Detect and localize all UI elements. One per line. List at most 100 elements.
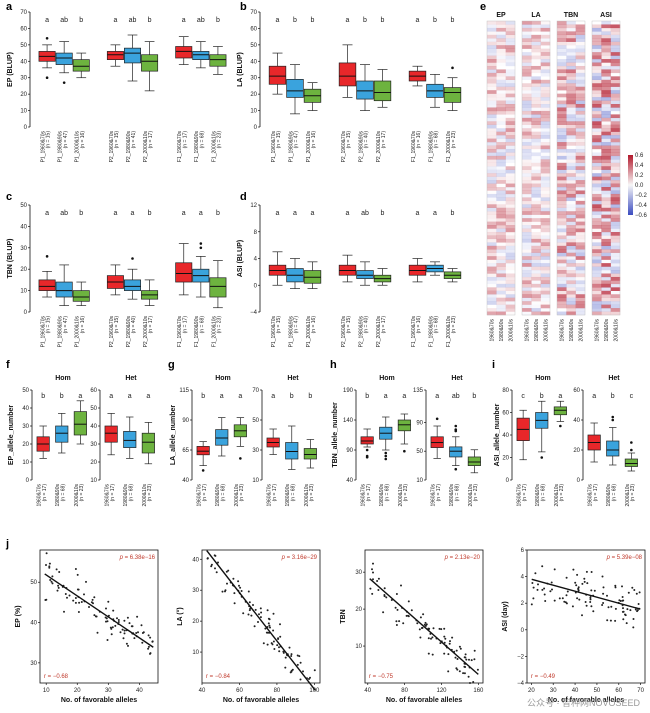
heatmap-cell [496, 45, 506, 49]
heatmap-cell [540, 104, 551, 108]
y-tick-label: 40 [30, 621, 37, 627]
heatmap-cell [566, 93, 576, 98]
y-tick-label: 30 [20, 76, 27, 82]
y-axis-title: TBN [340, 609, 347, 623]
heatmap-cell [566, 72, 576, 77]
scatter-point [458, 670, 461, 673]
heatmap-cell [576, 21, 586, 25]
heatmap-cell [566, 221, 576, 226]
heatmap-cell [575, 104, 586, 108]
heatmap-cell [522, 65, 532, 70]
box-body [55, 281, 73, 298]
heatmap-cell [592, 280, 602, 285]
heatmap-cell [592, 83, 602, 87]
scatter-point [74, 568, 77, 570]
heatmap-cell [496, 214, 506, 219]
heatmap-cell [540, 304, 551, 309]
heatmap-cell [557, 76, 567, 80]
heatmap-cell [531, 69, 541, 74]
scatter-point [151, 640, 154, 643]
heatmap-cell [531, 79, 541, 84]
heatmap-cell [601, 152, 611, 157]
heatmap-cell [541, 190, 551, 194]
y-tick-label: −4 [250, 310, 258, 316]
category-label: (n = 23) [217, 131, 223, 149]
heatmap-cell [557, 287, 567, 291]
heatmap-cell [487, 190, 497, 194]
heatmap-cell [592, 273, 602, 278]
heatmap-cell [610, 38, 621, 42]
heatmap-cell [566, 142, 576, 146]
heatmap-cell [601, 276, 611, 281]
heatmap-cell [487, 107, 497, 112]
heatmap-cell [575, 280, 586, 285]
heatmap-cell [496, 180, 506, 184]
y-axis-title: EP_allele_number [8, 405, 15, 466]
scatter-point [56, 589, 59, 592]
scatter-point [632, 626, 635, 629]
x-tick-label: 100 [309, 688, 320, 694]
heatmap-cell [540, 173, 551, 177]
heatmap-cell [496, 24, 506, 29]
heatmap-cell [531, 24, 541, 29]
category-label: (n = 17) [593, 484, 599, 502]
y-tick-label: 0 [521, 628, 525, 634]
heatmap-cell [557, 235, 567, 240]
heatmap-cell [592, 34, 602, 39]
heatmap-cell [566, 183, 576, 188]
x-tick-label: 40 [136, 688, 143, 694]
heatmap-cell [575, 283, 586, 288]
scatter-point [472, 681, 475, 683]
scatter-point [262, 642, 265, 645]
heatmap-cell [496, 162, 506, 167]
heatmap-cell [540, 145, 551, 150]
heatmap-cell [610, 31, 621, 36]
scatter-point [105, 607, 107, 610]
heatmap-cell [522, 34, 532, 39]
heatmap-cell [601, 128, 611, 132]
scatter-point [422, 613, 425, 616]
panel-letter: a [6, 1, 13, 13]
heatmap-cell [611, 291, 621, 295]
x-tick-label: 60 [236, 688, 243, 694]
heatmap-cell [601, 221, 611, 226]
heatmap-cell [505, 252, 516, 257]
scatter-point [536, 588, 539, 591]
heatmap-cell [496, 304, 506, 309]
outlier-point [454, 467, 458, 471]
heatmap-cell [505, 242, 516, 247]
outlier-point [45, 36, 49, 40]
significance-letter: b [451, 17, 455, 24]
y-tick-label: 10 [416, 478, 423, 484]
heatmap-cell [592, 97, 602, 101]
y-tick-label: 0 [254, 283, 258, 289]
heatmap-cell [487, 55, 497, 60]
heatmap-cell [592, 207, 602, 212]
heatmap-cell [592, 69, 602, 74]
heatmap-cell [610, 114, 621, 119]
heatmap-cell [505, 104, 516, 108]
heatmap-cell [496, 225, 506, 229]
heatmap-cell [610, 135, 621, 139]
heatmap-cell [576, 42, 586, 46]
heatmap-cell [487, 297, 497, 302]
watermark-text: 公众号 · 智种网NOVOSEED [527, 697, 641, 708]
heatmap-cell [601, 180, 611, 184]
heatmap-cell [487, 90, 497, 94]
heatmap-cell [487, 117, 497, 122]
heatmap-cell [505, 280, 516, 285]
scatter-point [584, 601, 587, 603]
heatmap-cell [487, 294, 497, 298]
box-body [286, 79, 304, 98]
heatmap-cell [505, 304, 516, 309]
scatter-point [565, 594, 568, 597]
heatmap-cell [575, 86, 586, 91]
heatmap-cell [531, 200, 541, 205]
heatmap-cell [557, 24, 567, 29]
heatmap-cell [575, 124, 586, 129]
heatmap-cell [592, 48, 602, 53]
heatmap-cell [540, 166, 551, 170]
heatmap-cell [610, 121, 621, 125]
